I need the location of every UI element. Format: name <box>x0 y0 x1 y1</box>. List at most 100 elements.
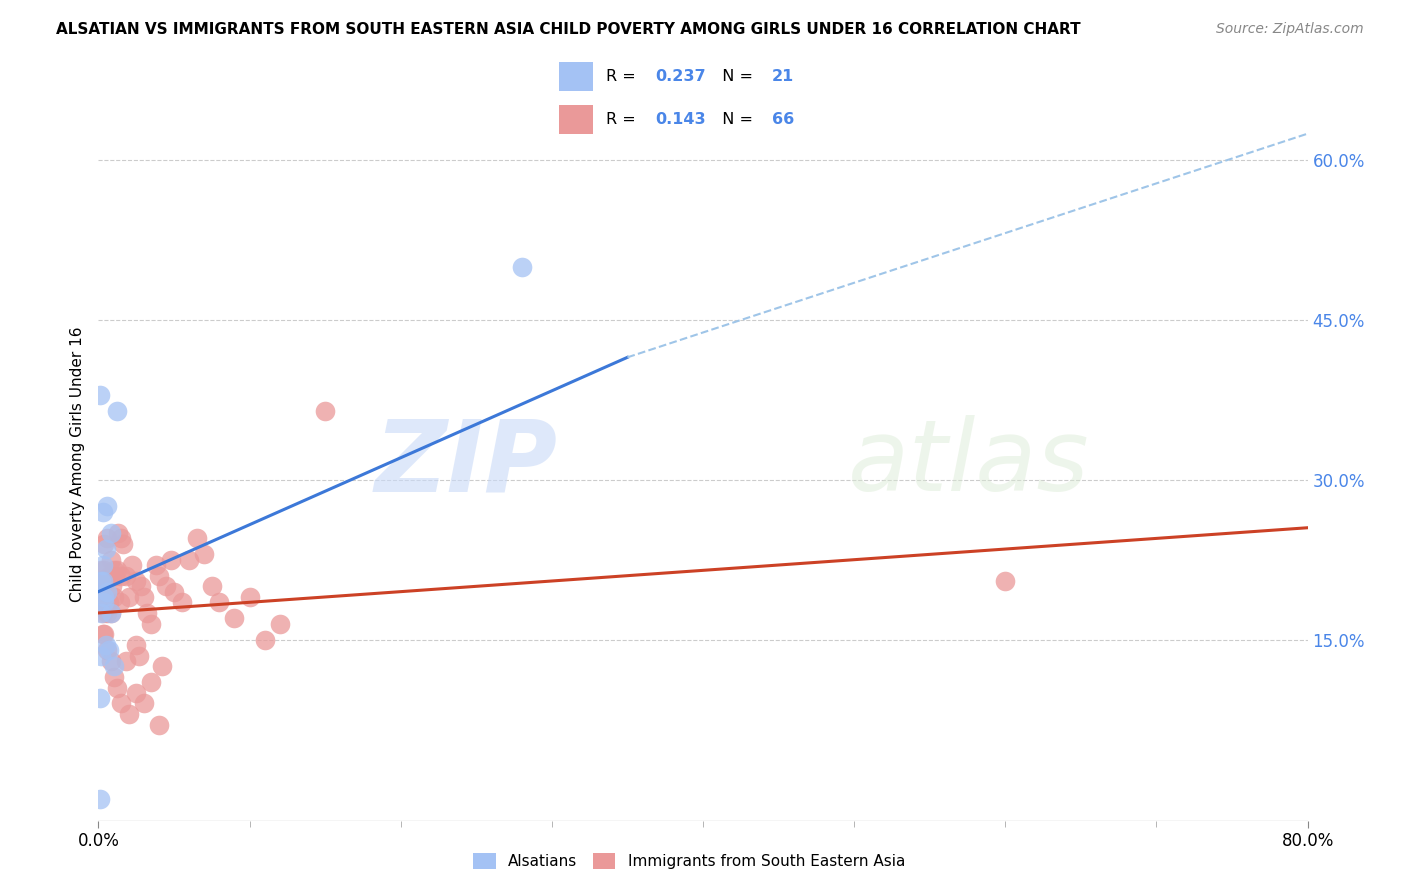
Point <box>96 643 118 657</box>
Point <box>93 590 115 604</box>
Point <box>93 627 115 641</box>
Text: 0.237: 0.237 <box>655 70 706 84</box>
Text: atlas: atlas <box>848 416 1090 512</box>
Point <box>96 500 118 514</box>
Point <box>89 691 111 706</box>
Bar <box>558 105 592 134</box>
Text: R =: R = <box>606 70 641 84</box>
Point <box>96 606 118 620</box>
Point <box>125 574 148 588</box>
Point <box>114 654 136 668</box>
Point <box>98 643 121 657</box>
Text: ALSATIAN VS IMMIGRANTS FROM SOUTH EASTERN ASIA CHILD POVERTY AMONG GIRLS UNDER 1: ALSATIAN VS IMMIGRANTS FROM SOUTH EASTER… <box>56 22 1081 37</box>
Point <box>135 606 157 620</box>
Point <box>94 638 117 652</box>
Text: R =: R = <box>606 112 641 127</box>
Point <box>160 552 183 566</box>
Bar <box>558 62 592 91</box>
Point <box>208 595 231 609</box>
Point <box>98 568 121 582</box>
Point <box>98 595 121 609</box>
Point <box>100 606 122 620</box>
Text: N =: N = <box>713 112 758 127</box>
Text: 0.143: 0.143 <box>655 112 706 127</box>
Point <box>253 632 276 647</box>
Point <box>91 627 114 641</box>
Legend: Alsatians, Immigrants from South Eastern Asia: Alsatians, Immigrants from South Eastern… <box>467 847 911 875</box>
Point <box>90 606 112 620</box>
Point <box>93 595 115 609</box>
Point <box>96 532 118 546</box>
Point <box>224 611 246 625</box>
Point <box>94 574 117 588</box>
Point <box>91 606 114 620</box>
Point <box>105 563 128 577</box>
Point <box>155 579 177 593</box>
Point <box>91 558 114 572</box>
Point <box>90 563 112 577</box>
Point <box>101 579 124 593</box>
Point <box>110 568 132 582</box>
Point <box>114 568 136 582</box>
Point <box>125 638 148 652</box>
Y-axis label: Child Poverty Among Girls Under 16: Child Poverty Among Girls Under 16 <box>69 326 84 601</box>
Point <box>141 616 163 631</box>
Point <box>93 563 115 577</box>
Point <box>91 574 114 588</box>
Point <box>269 616 291 631</box>
Point <box>103 590 125 604</box>
Point <box>148 568 170 582</box>
Point <box>129 579 152 593</box>
Point <box>118 590 141 604</box>
Point <box>104 568 127 582</box>
Point <box>201 579 224 593</box>
Point <box>125 686 148 700</box>
Point <box>100 654 122 668</box>
Point <box>193 547 215 561</box>
Point <box>89 792 111 806</box>
Point <box>163 584 186 599</box>
Point <box>170 595 193 609</box>
Point <box>90 584 112 599</box>
Point <box>186 532 208 546</box>
Point <box>132 590 155 604</box>
Point <box>148 718 170 732</box>
Point <box>91 505 114 519</box>
Point <box>105 403 128 417</box>
Text: 21: 21 <box>772 70 794 84</box>
Point <box>107 526 129 541</box>
Point <box>90 648 112 663</box>
Point <box>93 537 115 551</box>
Point <box>103 659 125 673</box>
Point <box>91 574 114 588</box>
Point <box>145 558 167 572</box>
Point <box>314 403 336 417</box>
Point <box>150 659 173 673</box>
Point <box>111 537 134 551</box>
Point <box>239 590 262 604</box>
Point <box>121 558 143 572</box>
Point <box>108 595 131 609</box>
Text: Source: ZipAtlas.com: Source: ZipAtlas.com <box>1216 22 1364 37</box>
Point <box>103 670 125 684</box>
Point <box>110 532 132 546</box>
Point <box>103 563 125 577</box>
Point <box>132 697 155 711</box>
Point <box>141 675 163 690</box>
Point <box>179 552 201 566</box>
Point <box>94 600 117 615</box>
Point <box>105 681 128 695</box>
Point <box>110 697 132 711</box>
Point <box>994 574 1017 588</box>
Point <box>90 574 112 588</box>
Point <box>94 542 117 557</box>
Point <box>96 584 118 599</box>
Point <box>100 552 122 566</box>
Point <box>118 707 141 722</box>
Text: 66: 66 <box>772 112 794 127</box>
Text: ZIP: ZIP <box>375 416 558 512</box>
Point <box>100 526 122 541</box>
Point <box>100 606 122 620</box>
Point <box>510 260 533 274</box>
Text: N =: N = <box>713 70 758 84</box>
